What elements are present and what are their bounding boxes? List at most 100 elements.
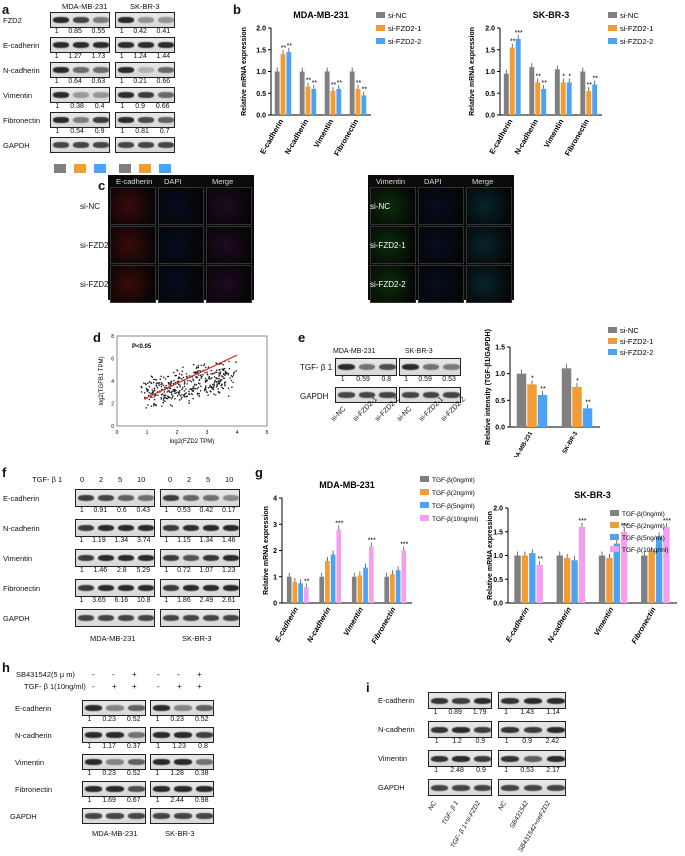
significance-mark: ** (304, 578, 310, 585)
scatter-point (220, 375, 223, 377)
scatter-point (162, 376, 165, 379)
scatter-point (225, 371, 228, 374)
bar (355, 88, 361, 115)
dose-label: 5 (206, 475, 211, 484)
scatter-point (160, 383, 162, 386)
blot-sk (115, 12, 175, 28)
scatter-point (196, 393, 199, 396)
quant-sk: 1 0.81 0.7 (115, 128, 175, 135)
quant-sk: 1 1.23 0.8 (150, 743, 214, 750)
scatter-point (153, 398, 156, 401)
scatter-point (228, 367, 231, 370)
cell-line-label: MDA-MB-231 (333, 348, 376, 355)
blot-sk-band (118, 67, 134, 73)
scatter-point (189, 379, 191, 382)
scatter-point (170, 380, 173, 383)
blot-left (428, 692, 492, 709)
quant-mda-value: 1.69 (102, 797, 116, 804)
scatter-point (176, 369, 179, 372)
quant-mda-value: 0.85 (68, 28, 82, 35)
scatter-point (208, 376, 210, 379)
protein-label: GAPDH (3, 614, 30, 623)
scatter-point (195, 384, 198, 386)
sign-mark: - (112, 670, 115, 679)
scatter-point (190, 380, 193, 383)
y-tick-label: 1 (273, 574, 277, 581)
scatter-point (210, 369, 213, 372)
y-tick-label: 0.5 (495, 398, 505, 405)
scatter-point (232, 374, 235, 376)
bar (330, 554, 336, 603)
blot-sk-band (203, 614, 219, 622)
scatter-point (197, 386, 200, 389)
scatter-point (217, 391, 220, 393)
scatter-point (143, 382, 145, 384)
scatter-point (232, 372, 235, 374)
panel-h-western-blot: SB431542(5 μ m) TGF- β 1(10ng/ml) - - + - - + - +… (0, 660, 240, 856)
blot-mda-band (106, 732, 124, 738)
bar (566, 82, 572, 115)
scatter-point (203, 364, 205, 367)
significance-mark: ** (537, 556, 543, 563)
micrograph-tile (466, 226, 512, 264)
scatter-point (169, 404, 172, 406)
quant-mda-value: 0.64 (68, 78, 82, 85)
quant-mda-value: 1 (55, 128, 60, 135)
micrograph-tile (110, 226, 156, 264)
blot-sk-band (153, 813, 171, 819)
scatter-point (185, 392, 187, 394)
scatter-point (200, 377, 203, 379)
scatter-point (181, 374, 183, 376)
blot-right-band (546, 697, 565, 704)
quant-mda-value: 0.52 (126, 770, 141, 777)
panel-a-western-blot: MDA-MB-231 SK-BR-3 FZD2 1 0.85 0.55 1 0.42 0.41 E… (0, 0, 230, 175)
scatter-point (210, 385, 213, 388)
legend-swatch (608, 25, 617, 31)
scatter-point (207, 366, 210, 368)
blot-sk-band (422, 363, 440, 371)
significance-mark: *** (368, 538, 376, 545)
panel-e-western-blot: MDA-MB-231 SK-BR-3 TGF- β 1 1 0.59 0.8 1 0.59 0.… (300, 330, 470, 455)
quant-sk-value: 1 (404, 376, 409, 383)
quant-mda: 1 1.17 0.37 (82, 743, 146, 750)
if-column-label: E-cadherin (116, 177, 153, 186)
blot-mda-band (106, 759, 124, 765)
quant-mda-value: 1 (79, 507, 84, 514)
y-tick-label: 2 (111, 402, 114, 408)
scatter-point (216, 384, 218, 387)
y-tick-label: 4 (273, 496, 277, 503)
scatter-point (231, 386, 233, 389)
significance-mark: ** (587, 82, 593, 89)
quant-mda-value: 0.43 (136, 507, 151, 514)
blot-left-band (473, 697, 491, 704)
scatter-point (178, 389, 181, 392)
quant-mda-value: 1.17 (102, 743, 116, 750)
scatter-point (213, 381, 216, 383)
blot-gapdh-band (443, 392, 460, 398)
blot-mda-band (73, 117, 89, 123)
quant-sk-value: 1 (155, 797, 160, 804)
legend-swatch (610, 534, 619, 540)
cell-line-label: MDA-MB-231 (62, 2, 108, 11)
quant-mda-value: 0.52 (126, 716, 141, 723)
scatter-point (218, 377, 220, 380)
cell-line-label: MDA-MB-231 (92, 829, 138, 838)
panel-label-b: b (233, 2, 241, 17)
blot-right-band (546, 784, 565, 791)
blot-right (498, 692, 566, 709)
x-tick-label: N-cadherin (283, 117, 311, 156)
scatter-point (183, 395, 186, 398)
x-tick-label: 2 (176, 430, 179, 436)
quant-mda: 1 0.91 0.6 0.43 (75, 507, 155, 514)
scatter-point (160, 385, 163, 388)
significance-mark: *** (621, 523, 629, 530)
scatter-point (190, 388, 192, 391)
scatter-point (223, 381, 226, 384)
legend-entry: si-FZD2-2 (388, 37, 421, 46)
scatter-point (161, 405, 163, 407)
dose-label: 2 (187, 475, 192, 484)
blot-sk (115, 112, 175, 128)
scatter-point (199, 383, 201, 385)
scatter-point (148, 385, 151, 388)
scatter-point (160, 375, 163, 378)
